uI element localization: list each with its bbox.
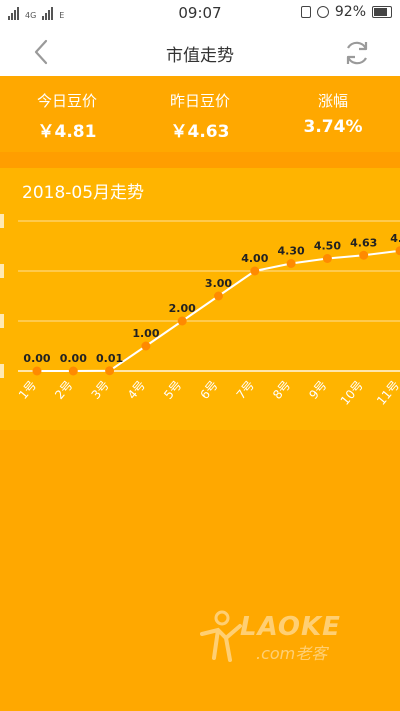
y-tick-mark	[0, 314, 4, 328]
watermark-sub: .com老客	[256, 644, 328, 663]
signal-area: 4G E	[8, 6, 64, 20]
stat-value: 3.74%	[303, 117, 363, 137]
status-bar: 4G E 09:07 92%	[0, 0, 400, 28]
data-point	[322, 254, 332, 263]
nav-bar: 市值走势	[0, 28, 400, 76]
trend-chart-panel: 0.00 1号 0.00 2号 0.01 3号 1.00 4号 2.00 5号 3.00 6号 4.00…	[0, 168, 400, 430]
y-tick-mark	[0, 364, 4, 378]
x-tick-label: 9号	[306, 378, 329, 402]
data-point	[68, 366, 78, 376]
data-label: 0.00	[23, 352, 50, 365]
refresh-button[interactable]	[342, 38, 372, 68]
data-label: 1.00	[132, 327, 159, 340]
battery-icon	[372, 6, 392, 18]
trend-line-chart: 0.001号0.002号0.013号1.004号2.005号3.006号4.00…	[0, 214, 400, 408]
stat-value: ￥4.63	[170, 122, 230, 142]
data-point	[177, 316, 187, 326]
back-button[interactable]	[28, 38, 56, 66]
data-point	[286, 259, 296, 268]
clock: 09:07	[178, 4, 222, 22]
x-tick-label: 3号	[89, 378, 112, 402]
laoke-logo-icon	[200, 610, 242, 662]
page-title: 市值走势	[166, 46, 234, 66]
x-tick-label: 6号	[197, 378, 220, 402]
stat-value: ￥4.81	[37, 122, 97, 142]
x-tick-label: 7号	[234, 378, 257, 402]
x-tick-label: 2号	[52, 378, 75, 402]
price-stats: 今日豆价 ￥4.81 昨日豆价 ￥4.63 涨幅 3.74%	[0, 76, 400, 152]
data-point	[105, 366, 115, 376]
data-point	[214, 291, 223, 301]
vibrate-icon	[300, 6, 311, 18]
battery-percent: 92%	[334, 4, 366, 20]
laoke-watermark: LAOKE .com老客	[196, 608, 356, 666]
x-tick-label: 11号	[374, 378, 400, 408]
signal-strength-icon	[8, 6, 19, 20]
data-label: 4.8	[390, 232, 400, 245]
x-tick-label: 4号	[125, 378, 148, 402]
series-line	[37, 249, 400, 372]
section-divider	[0, 152, 400, 168]
data-label: 4.50	[314, 240, 341, 253]
data-label: 2.00	[169, 302, 196, 315]
data-label: 4.00	[241, 252, 268, 265]
stat-yesterday-price: 昨日豆价 ￥4.63	[133, 90, 267, 142]
data-label: 0.01	[96, 352, 123, 365]
x-tick-label: 8号	[270, 378, 293, 402]
data-label: 4.30	[278, 245, 305, 258]
data-point	[32, 366, 42, 376]
y-tick-mark	[0, 264, 4, 278]
x-tick-label: 1号	[16, 378, 39, 402]
alarm-icon	[316, 6, 329, 18]
chart-title: 2018-05月走势	[22, 183, 145, 203]
network-type-label: 4G	[25, 11, 37, 20]
chevron-left-icon	[34, 39, 48, 65]
signal-strength-sim2-icon	[42, 6, 54, 20]
x-tick-label: 5号	[161, 378, 184, 402]
data-label: 0.00	[60, 352, 87, 365]
refresh-icon	[346, 41, 368, 65]
data-label: 4.63	[350, 236, 377, 249]
x-tick-label: 10号	[338, 378, 366, 408]
stat-label: 涨幅	[317, 92, 348, 110]
stat-label: 今日豆价	[36, 92, 97, 110]
sim2-network-label: E	[59, 11, 65, 20]
status-icons: 92%	[300, 4, 392, 20]
data-point	[359, 250, 369, 260]
stat-change-rate: 涨幅 3.74%	[266, 90, 400, 137]
stat-today-price: 今日豆价 ￥4.81	[0, 90, 134, 142]
watermark-brand: LAOKE	[240, 612, 341, 642]
stat-label: 昨日豆价	[169, 92, 230, 110]
data-point	[250, 266, 260, 276]
data-point	[141, 341, 151, 351]
y-tick-mark	[0, 214, 4, 228]
data-point	[395, 246, 400, 256]
data-label: 3.00	[205, 277, 232, 290]
